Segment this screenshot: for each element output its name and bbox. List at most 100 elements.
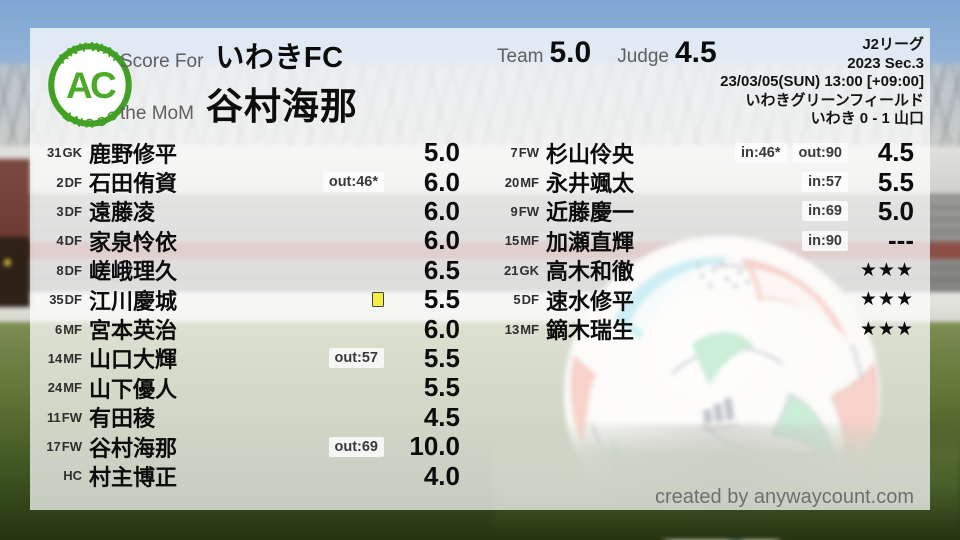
anywaycount-logo: ANYWAY COUNT AC bbox=[48, 41, 132, 129]
player-number: 2 bbox=[56, 174, 64, 190]
player-name: 遠藤凌 bbox=[89, 200, 156, 226]
player-numpos: 15 MF bbox=[493, 233, 539, 248]
player-numpos: 11 FW bbox=[34, 410, 82, 425]
player-row: 14 MF 山口大輝 out:57 5.5 bbox=[34, 343, 460, 373]
player-name: 村主博正 bbox=[89, 465, 178, 490]
player-position: MF bbox=[63, 380, 82, 396]
player-numpos: 14 MF bbox=[34, 351, 82, 366]
player-name: 杉山伶央 bbox=[546, 141, 635, 167]
player-row: 13 MF 鏑木瑞生 ★★★ bbox=[493, 314, 914, 343]
player-name: 江川慶城 bbox=[89, 288, 178, 314]
player-score: 5.5 bbox=[877, 166, 914, 197]
team-judge-scores: Team 5.0 Judge 4.5 bbox=[497, 36, 717, 70]
player-score: 4.0 bbox=[423, 460, 460, 491]
player-number: 3 bbox=[56, 203, 64, 219]
sub-in-badge: in:57 bbox=[802, 172, 848, 193]
player-row: 20 MF 永井颯太 in:57 5.5 bbox=[493, 166, 914, 197]
player-name: 近藤慶一 bbox=[546, 200, 635, 226]
player-row: 24 MF 山下優人 5.5 bbox=[34, 372, 460, 403]
left-edge-stand-structure bbox=[0, 159, 30, 237]
player-number: 15 bbox=[504, 233, 520, 249]
player-row: 6 MF 宮本英治 6.0 bbox=[34, 314, 460, 344]
player-row: 7 FW 杉山伶央 in:46* out:90 4.5 bbox=[493, 137, 914, 167]
player-position: FW bbox=[61, 439, 82, 455]
player-numpos: 7 FW bbox=[493, 145, 539, 160]
judge-score-value: 4.5 bbox=[674, 36, 717, 69]
match-venue: いわきグリーンフィールド bbox=[745, 91, 924, 109]
player-row: 21 GK 高木和徹 ★★★ bbox=[493, 256, 914, 285]
judge-score-label: Judge bbox=[617, 46, 669, 67]
player-position: FW bbox=[61, 409, 82, 425]
sub-in-badge: in:69 bbox=[802, 201, 848, 222]
player-score: 10.0 bbox=[409, 431, 460, 462]
player-numpos: 4 DF bbox=[34, 233, 82, 248]
player-position: DF bbox=[64, 292, 82, 308]
starters-column: 31 GK 鹿野修平 5.0 2 DF 石田侑資 out:46* 6.0 3 DF 遠藤凌 6.0 … bbox=[34, 137, 460, 491]
left-edge-light-dot bbox=[4, 259, 11, 266]
player-row: HC 村主博正 4.0 bbox=[34, 460, 460, 491]
match-datetime: 23/03/05(SUN) 13:00 [+09:00] bbox=[720, 73, 924, 90]
player-number: 13 bbox=[504, 321, 520, 337]
player-position: MF bbox=[520, 174, 539, 190]
player-number: 31 bbox=[47, 145, 62, 161]
match-result: いわき 0 - 1 山口 bbox=[810, 110, 924, 127]
mom-row: the MoM 谷村海那 bbox=[120, 76, 358, 130]
player-name: 嵯峨理久 bbox=[89, 259, 178, 285]
yellow-card-icon bbox=[372, 292, 384, 308]
score-for-label: Score For bbox=[120, 51, 204, 72]
mom-label: the MoM bbox=[120, 103, 194, 124]
player-name: 家泉怜依 bbox=[89, 229, 178, 255]
player-number: 7 bbox=[510, 145, 518, 161]
player-numpos: 21 GK bbox=[493, 263, 539, 278]
player-row: 31 GK 鹿野修平 5.0 bbox=[34, 137, 460, 168]
player-name: 加瀬直輝 bbox=[546, 229, 635, 255]
player-name: 永井颯太 bbox=[546, 171, 635, 197]
player-numpos: 35 DF bbox=[34, 292, 82, 307]
player-row: 15 MF 加瀬直輝 in:90 --- bbox=[493, 225, 914, 255]
player-score-stars: ★★★ bbox=[859, 259, 914, 281]
player-position: FW bbox=[518, 203, 539, 219]
player-numpos: 5 DF bbox=[493, 292, 539, 307]
player-position: MF bbox=[63, 350, 82, 366]
player-numpos: 17 FW bbox=[34, 439, 82, 454]
player-score: 5.0 bbox=[423, 137, 460, 168]
player-name: 速水修平 bbox=[546, 288, 635, 314]
team-score-label: Team bbox=[497, 46, 544, 67]
player-row: 8 DF 嵯峨理久 6.5 bbox=[34, 255, 460, 285]
player-numpos: 20 MF bbox=[493, 175, 539, 190]
player-position: DF bbox=[64, 203, 82, 219]
player-position: MF bbox=[520, 321, 539, 337]
player-name: 有田稜 bbox=[89, 406, 156, 432]
player-number: 21 bbox=[504, 262, 519, 278]
player-name: 山下優人 bbox=[89, 376, 178, 402]
player-row: 9 FW 近藤慶一 in:69 5.0 bbox=[493, 196, 914, 226]
sub-out-badge: out:57 bbox=[328, 348, 384, 369]
player-position: HC bbox=[63, 468, 82, 484]
player-score-stars: ★★★ bbox=[859, 318, 914, 340]
player-numpos: 6 MF bbox=[34, 322, 82, 337]
player-number: 6 bbox=[54, 321, 63, 337]
player-row: 4 DF 家泉怜依 6.0 bbox=[34, 225, 460, 255]
player-number: 5 bbox=[513, 292, 521, 308]
player-score: 6.0 bbox=[423, 166, 460, 197]
sub-out-badge: out:90 bbox=[792, 142, 848, 163]
player-number: 20 bbox=[504, 174, 520, 190]
player-number: 14 bbox=[47, 350, 63, 366]
team-name: いわきFC bbox=[215, 42, 344, 74]
sub-out-badge: out:46* bbox=[322, 172, 384, 193]
player-name: 谷村海那 bbox=[89, 435, 178, 461]
player-number: 11 bbox=[47, 409, 61, 425]
player-name: 宮本英治 bbox=[89, 318, 178, 344]
player-position: GK bbox=[62, 145, 83, 161]
player-name: 高木和徹 bbox=[546, 259, 635, 285]
score-for-row: Score For いわきFC bbox=[120, 34, 344, 76]
player-position: FW bbox=[518, 145, 539, 161]
player-position: DF bbox=[521, 292, 539, 308]
player-numpos: 31 GK bbox=[34, 145, 82, 160]
player-number: 8 bbox=[56, 262, 64, 278]
left-edge-dark-board bbox=[0, 237, 30, 307]
player-numpos: 2 DF bbox=[34, 175, 82, 190]
player-score: 5.5 bbox=[423, 372, 460, 403]
